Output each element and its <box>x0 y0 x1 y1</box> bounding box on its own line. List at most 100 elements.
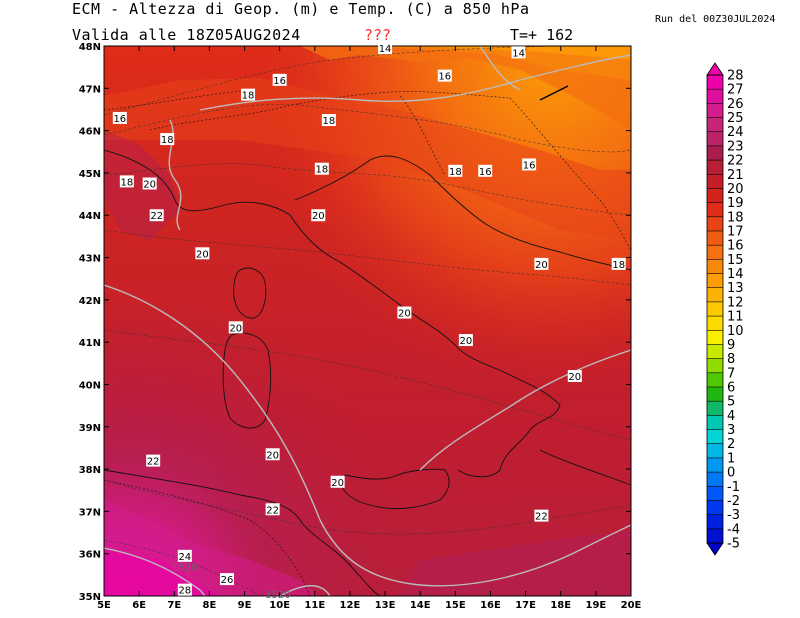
colorbar-label: -3 <box>727 508 740 523</box>
lon-label: 16E <box>480 600 501 611</box>
lon-label: 20E <box>621 600 642 611</box>
svg-text:20: 20 <box>196 249 209 260</box>
colorbar-swatch <box>707 387 723 402</box>
isotherm-label: 18 <box>160 133 175 146</box>
colorbar-swatch <box>707 344 723 360</box>
forecast-step-label: T=+ 162 <box>510 26 574 44</box>
colorbar-label: 23 <box>727 139 744 154</box>
lon-label: 5E <box>97 600 111 611</box>
svg-text:20: 20 <box>229 323 242 334</box>
lat-label: 40N <box>79 380 101 391</box>
colorbar-swatch <box>707 75 723 90</box>
colorbar-label: 11 <box>727 310 744 325</box>
isotherm-label: 20 <box>142 177 157 191</box>
colorbar-swatch <box>707 500 723 516</box>
colorbar-label: 5 <box>727 395 735 410</box>
geopotential-label: 1520 <box>265 590 290 601</box>
colorbar-swatch <box>707 287 723 303</box>
colorbar-label: 27 <box>727 83 744 98</box>
latitude-axis: 48N 47N 46N 45N 44N 43N 42N 41N 40N 39N 38N 37N 36N 3… <box>79 42 631 603</box>
isotherm-label: 18 <box>314 162 329 176</box>
isotherm-label: 14 <box>511 46 526 59</box>
colorbar-swatch <box>707 174 723 189</box>
colorbar-label: 20 <box>727 182 744 197</box>
isotherm-label: 18 <box>321 114 336 127</box>
unknown-marker: ??? <box>364 26 392 44</box>
longitude-axis: 5E 6E 7E 8E 9E 10E 11E 12E 13E 14E 15E 16E 17E 18E 19E… <box>97 46 642 611</box>
svg-text:18: 18 <box>120 177 133 188</box>
colorbar-swatch <box>707 358 723 374</box>
isotherm-label: 22 <box>146 454 161 468</box>
lon-label: 6E <box>132 600 146 611</box>
lon-label: 12E <box>340 600 361 611</box>
svg-text:20: 20 <box>535 260 548 271</box>
colorbar-swatch <box>707 372 723 388</box>
colorbar-swatch <box>707 231 723 246</box>
colorbar-swatch <box>707 216 723 232</box>
colorbar-label: 15 <box>727 253 744 268</box>
geopotential-labels: 1520 1520 <box>172 562 291 601</box>
colorbar-swatch <box>707 401 723 416</box>
colorbar-swatch <box>707 472 723 487</box>
svg-text:20: 20 <box>266 450 279 461</box>
colorbar-bottom-arrow <box>706 542 724 556</box>
isotherm-label: 26 <box>219 573 234 586</box>
svg-text:18: 18 <box>242 91 255 102</box>
svg-text:18: 18 <box>315 165 328 176</box>
colorbar-label: 24 <box>727 125 744 140</box>
colorbar-label: -2 <box>727 494 740 509</box>
geopotential-contours <box>104 46 631 596</box>
svg-text:18: 18 <box>322 116 335 127</box>
borders <box>104 89 631 596</box>
colorbar-swatch <box>707 160 723 175</box>
colorbar-swatch <box>707 514 723 530</box>
colorbar-label: 13 <box>727 281 744 296</box>
svg-text:16: 16 <box>438 72 451 83</box>
lat-label: 36N <box>79 550 101 561</box>
colorbar-label: 12 <box>727 295 744 310</box>
svg-text:22: 22 <box>150 211 163 222</box>
colorbar-swatch <box>707 273 723 289</box>
colorbar-label: 26 <box>727 97 744 112</box>
colorbar-label: -1 <box>727 480 740 495</box>
svg-text:20: 20 <box>568 372 581 383</box>
colorbar-label: 8 <box>727 352 735 367</box>
colorbar-swatch <box>707 429 723 445</box>
colorbar-swatch <box>707 301 723 317</box>
geopotential-label: 1520 <box>172 562 197 573</box>
lon-label: 8E <box>203 600 217 611</box>
isotherm-label: 16 <box>437 69 452 83</box>
colorbar-swatch <box>707 443 723 459</box>
isotherm-label: 28 <box>177 583 192 597</box>
svg-text:22: 22 <box>266 505 279 516</box>
isotherm-label: 18 <box>611 257 626 271</box>
colorbar-label: 21 <box>727 168 744 183</box>
temperature-labels: 14 14 16 16 18 16 18 18 18 18 16 16 18 20 20 22 20 20 18 20… <box>112 42 626 597</box>
svg-text:16: 16 <box>273 76 286 87</box>
colorbar-label: 14 <box>727 267 744 282</box>
colorbar-swatch <box>707 330 723 345</box>
lon-label: 13E <box>375 600 396 611</box>
lon-label: 19E <box>585 600 606 611</box>
svg-text:20: 20 <box>312 211 325 222</box>
lat-label: 42N <box>79 296 101 307</box>
run-label: Run del 00Z30JUL2024 <box>655 14 776 25</box>
isotherm-label: 24 <box>177 549 192 563</box>
lon-label: 18E <box>550 600 571 611</box>
svg-text:28: 28 <box>178 586 191 597</box>
isotherm-label: 20 <box>534 257 549 271</box>
lon-label: 11E <box>304 600 325 611</box>
svg-text:16: 16 <box>523 160 536 171</box>
colorbar-swatch <box>707 486 723 501</box>
lon-label: 15E <box>445 600 466 611</box>
colorbar-label: 18 <box>727 210 744 225</box>
svg-text:24: 24 <box>178 552 191 563</box>
isotherm-label: 20 <box>330 475 345 489</box>
colorbar-label: 3 <box>727 423 735 438</box>
colorbar-label: 9 <box>727 338 735 353</box>
colorbar-swatch <box>707 415 723 431</box>
isotherm-label: 22 <box>265 503 280 516</box>
svg-text:16: 16 <box>113 114 126 125</box>
colorbar-swatch <box>707 131 723 147</box>
